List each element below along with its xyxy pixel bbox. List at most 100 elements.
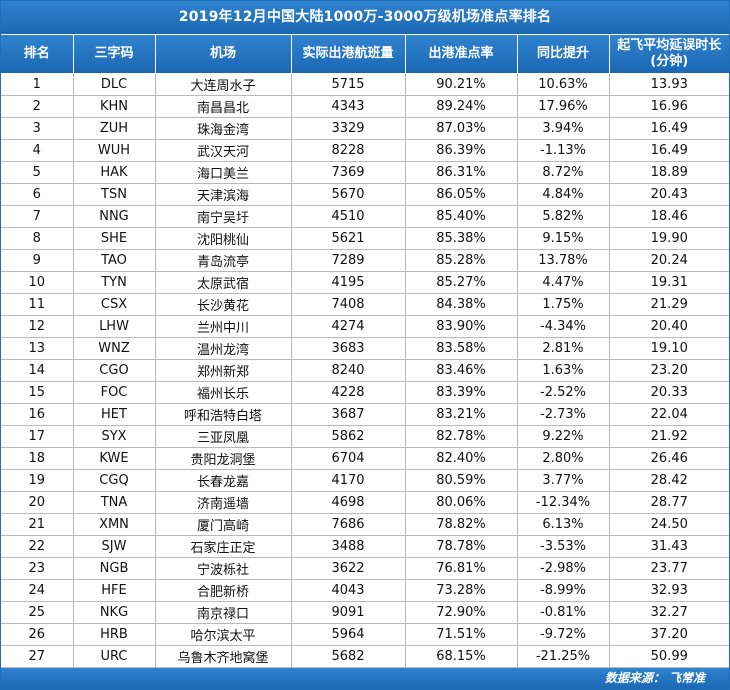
cell-airport: 太原武宿 — [155, 271, 292, 294]
cell-code: SJW — [73, 535, 156, 558]
cell-code: SYX — [73, 425, 156, 448]
cell-airport: 合肥新桥 — [155, 579, 292, 602]
cell-delay: 31.43 — [609, 535, 729, 558]
cell-code: TSN — [73, 183, 156, 206]
cell-rank: 4 — [1, 139, 74, 162]
header-flights: 实际出港航班量 — [291, 35, 406, 74]
cell-rank: 9 — [1, 249, 74, 272]
cell-ontime: 89.24% — [405, 95, 518, 118]
cell-code: NNG — [73, 205, 156, 228]
cell-flights: 4170 — [291, 469, 406, 492]
cell-ontime: 82.40% — [405, 447, 518, 470]
cell-flights: 9091 — [291, 601, 406, 624]
cell-flights: 5621 — [291, 227, 406, 250]
cell-code: KHN — [73, 95, 156, 118]
cell-yoy: -8.99% — [517, 579, 610, 602]
cell-delay: 19.31 — [609, 271, 729, 294]
table-row: 24 HFE 合肥新桥 4043 73.28% -8.99% 32.93 — [1, 579, 729, 602]
cell-ontime: 83.46% — [405, 359, 518, 382]
cell-rank: 15 — [1, 381, 74, 404]
cell-ontime: 87.03% — [405, 117, 518, 140]
cell-rank: 20 — [1, 491, 74, 514]
cell-flights: 4698 — [291, 491, 406, 514]
cell-flights: 4228 — [291, 381, 406, 404]
data-source-footer: 数据来源： 飞常准 — [1, 668, 729, 689]
cell-airport: 珠海金湾 — [155, 117, 292, 140]
cell-code: TAO — [73, 249, 156, 272]
cell-rank: 24 — [1, 579, 74, 602]
cell-flights: 7686 — [291, 513, 406, 536]
cell-ontime: 86.31% — [405, 161, 518, 184]
table-body: 1 DLC 大连周水子 5715 90.21% 10.63% 13.93 2 KHN 南昌昌北 43… — [1, 73, 729, 668]
table-row: 11 CSX 长沙黄花 7408 84.38% 1.75% 21.29 — [1, 293, 729, 316]
cell-rank: 10 — [1, 271, 74, 294]
cell-airport: 贵阳龙洞堡 — [155, 447, 292, 470]
cell-flights: 5862 — [291, 425, 406, 448]
cell-ontime: 68.15% — [405, 645, 518, 668]
cell-yoy: -0.81% — [517, 601, 610, 624]
cell-delay: 20.40 — [609, 315, 729, 338]
cell-flights: 3488 — [291, 535, 406, 558]
cell-airport: 南宁吴圩 — [155, 205, 292, 228]
cell-rank: 8 — [1, 227, 74, 250]
cell-delay: 21.29 — [609, 293, 729, 316]
cell-code: TYN — [73, 271, 156, 294]
cell-airport: 武汉天河 — [155, 139, 292, 162]
cell-airport: 郑州新郑 — [155, 359, 292, 382]
cell-ontime: 90.21% — [405, 73, 518, 96]
cell-airport: 兰州中川 — [155, 315, 292, 338]
cell-flights: 7369 — [291, 161, 406, 184]
cell-code: XMN — [73, 513, 156, 536]
cell-code: HET — [73, 403, 156, 426]
cell-yoy: 13.78% — [517, 249, 610, 272]
cell-ontime: 85.27% — [405, 271, 518, 294]
cell-rank: 11 — [1, 293, 74, 316]
cell-flights: 8228 — [291, 139, 406, 162]
cell-airport: 哈尔滨太平 — [155, 623, 292, 646]
cell-rank: 17 — [1, 425, 74, 448]
cell-code: NKG — [73, 601, 156, 624]
header-code: 三字码 — [73, 35, 156, 74]
cell-yoy: -2.98% — [517, 557, 610, 580]
table-row: 7 NNG 南宁吴圩 4510 85.40% 5.82% 18.46 — [1, 205, 729, 228]
header-ontime: 出港准点率 — [405, 35, 518, 74]
cell-flights: 5670 — [291, 183, 406, 206]
cell-airport: 海口美兰 — [155, 161, 292, 184]
cell-rank: 5 — [1, 161, 74, 184]
cell-ontime: 85.40% — [405, 205, 518, 228]
cell-airport: 南昌昌北 — [155, 95, 292, 118]
cell-airport: 温州龙湾 — [155, 337, 292, 360]
cell-ontime: 83.21% — [405, 403, 518, 426]
cell-yoy: 2.80% — [517, 447, 610, 470]
table-row: 20 TNA 济南遥墙 4698 80.06% -12.34% 28.77 — [1, 491, 729, 514]
cell-yoy: 2.81% — [517, 337, 610, 360]
cell-ontime: 83.58% — [405, 337, 518, 360]
cell-delay: 23.20 — [609, 359, 729, 382]
cell-flights: 7408 — [291, 293, 406, 316]
cell-yoy: -2.52% — [517, 381, 610, 404]
cell-code: LHW — [73, 315, 156, 338]
cell-code: CGO — [73, 359, 156, 382]
cell-flights: 3622 — [291, 557, 406, 580]
cell-rank: 26 — [1, 623, 74, 646]
cell-delay: 16.49 — [609, 139, 729, 162]
cell-ontime: 85.28% — [405, 249, 518, 272]
cell-delay: 21.92 — [609, 425, 729, 448]
table-row: 4 WUH 武汉天河 8228 86.39% -1.13% 16.49 — [1, 139, 729, 162]
table-row: 21 XMN 厦门高崎 7686 78.82% 6.13% 24.50 — [1, 513, 729, 536]
table-title: 2019年12月中国大陆1000万-3000万级机场准点率排名 — [1, 1, 729, 35]
table-row: 22 SJW 石家庄正定 3488 78.78% -3.53% 31.43 — [1, 535, 729, 558]
cell-ontime: 72.90% — [405, 601, 518, 624]
cell-delay: 26.46 — [609, 447, 729, 470]
cell-rank: 7 — [1, 205, 74, 228]
table-row: 25 NKG 南京禄口 9091 72.90% -0.81% 32.27 — [1, 601, 729, 624]
cell-rank: 3 — [1, 117, 74, 140]
cell-ontime: 80.06% — [405, 491, 518, 514]
table-row: 14 CGO 郑州新郑 8240 83.46% 1.63% 23.20 — [1, 359, 729, 382]
cell-airport: 石家庄正定 — [155, 535, 292, 558]
cell-airport: 福州长乐 — [155, 381, 292, 404]
cell-delay: 20.24 — [609, 249, 729, 272]
header-airport: 机场 — [155, 35, 292, 74]
cell-delay: 32.93 — [609, 579, 729, 602]
cell-flights: 3687 — [291, 403, 406, 426]
